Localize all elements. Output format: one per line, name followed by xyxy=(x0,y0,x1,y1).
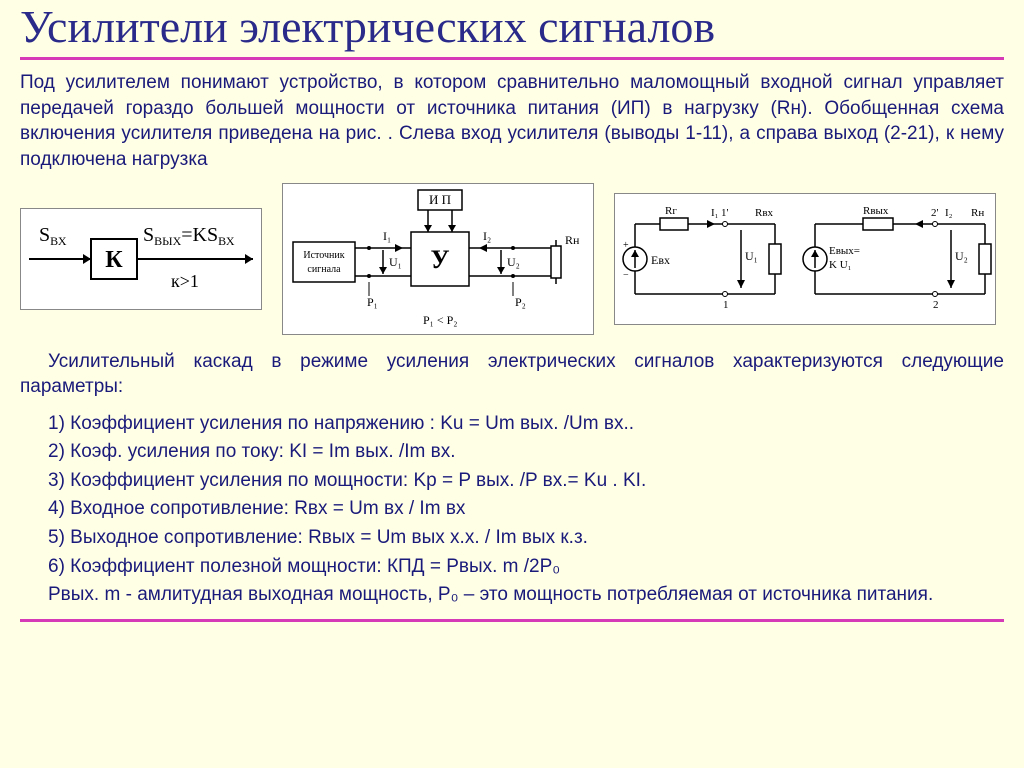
svg-text:Rг: Rг xyxy=(665,205,677,217)
svg-text:сигнала: сигнала xyxy=(307,264,341,275)
svg-text:U₁: U₁ xyxy=(745,249,758,263)
param-item: 4) Входное сопротивление: Rвх = Um вх / … xyxy=(20,495,1004,523)
svg-text:P₁: P₁ xyxy=(367,295,378,309)
svg-text:U₂: U₂ xyxy=(507,255,520,269)
svg-text:У: У xyxy=(430,245,449,274)
svg-text:I₂: I₂ xyxy=(483,229,491,243)
param-item: 5) Выходное сопротивление: Rвых = Um вых… xyxy=(20,524,1004,552)
svg-text:2: 2 xyxy=(933,299,939,311)
svg-text:U₂: U₂ xyxy=(955,249,968,263)
tail-note: Pвых. m - амлитудная выходная мощность, … xyxy=(20,581,1004,609)
param-item: 3) Коэффициент усиления по мощности: Kp … xyxy=(20,467,1004,495)
svg-text:1': 1' xyxy=(721,207,729,219)
svg-text:I₁: I₁ xyxy=(711,207,719,219)
svg-text:P₂: P₂ xyxy=(515,295,526,309)
svg-text:К: К xyxy=(105,247,123,273)
figure-k-block: К SВХ SВЫХ=KSВХ к>1 xyxy=(20,208,262,310)
slide-title: Усилители электрических сигналов xyxy=(20,0,1004,60)
svg-text:I₂: I₂ xyxy=(945,207,953,219)
svg-text:Rн: Rн xyxy=(565,233,580,247)
svg-text:P₁ < P₂: P₁ < P₂ xyxy=(423,313,457,327)
param-item: 2) Коэф. усиления по току: KI = Im вых. … xyxy=(20,438,1004,466)
svg-text:Eвых=: Eвых= xyxy=(829,245,860,257)
figure-equivalent-circuit: Rг I₁ 1' Rвх 1 + − Eвх xyxy=(614,193,996,325)
svg-text:к>1: к>1 xyxy=(171,271,199,291)
svg-text:Источник: Источник xyxy=(303,250,344,261)
svg-text:2': 2' xyxy=(931,207,939,219)
svg-text:I₁: I₁ xyxy=(383,229,391,243)
svg-text:K U₁: K U₁ xyxy=(829,259,852,271)
svg-text:−: − xyxy=(623,270,629,281)
param-item: 1) Коэффициент усиления по напряжению : … xyxy=(20,410,1004,438)
svg-text:Rвх: Rвх xyxy=(755,207,774,219)
svg-text:U₁: U₁ xyxy=(389,255,402,269)
intro-paragraph: Под усилителем понимают устройство, в ко… xyxy=(20,70,1004,173)
figure-row: К SВХ SВЫХ=KSВХ к>1 И П Источник сиг xyxy=(20,183,1004,335)
svg-text:Rвых: Rвых xyxy=(863,205,889,217)
svg-text:1: 1 xyxy=(723,299,729,311)
svg-text:И П: И П xyxy=(429,192,451,207)
svg-text:Rн: Rн xyxy=(971,207,984,219)
parameter-list: 1) Коэффициент усиления по напряжению : … xyxy=(20,410,1004,609)
params-intro: Усилительный каскад в режиме усиления эл… xyxy=(20,349,1004,400)
svg-text:Eвх: Eвх xyxy=(651,253,670,267)
param-item: 6) Коэффициент полезной мощности: КПД = … xyxy=(20,553,1004,581)
figure-amp-scheme: И П Источник сигнала У U₁ I₁ xyxy=(282,183,594,335)
bottom-divider xyxy=(20,619,1004,622)
svg-text:+: + xyxy=(623,240,629,251)
